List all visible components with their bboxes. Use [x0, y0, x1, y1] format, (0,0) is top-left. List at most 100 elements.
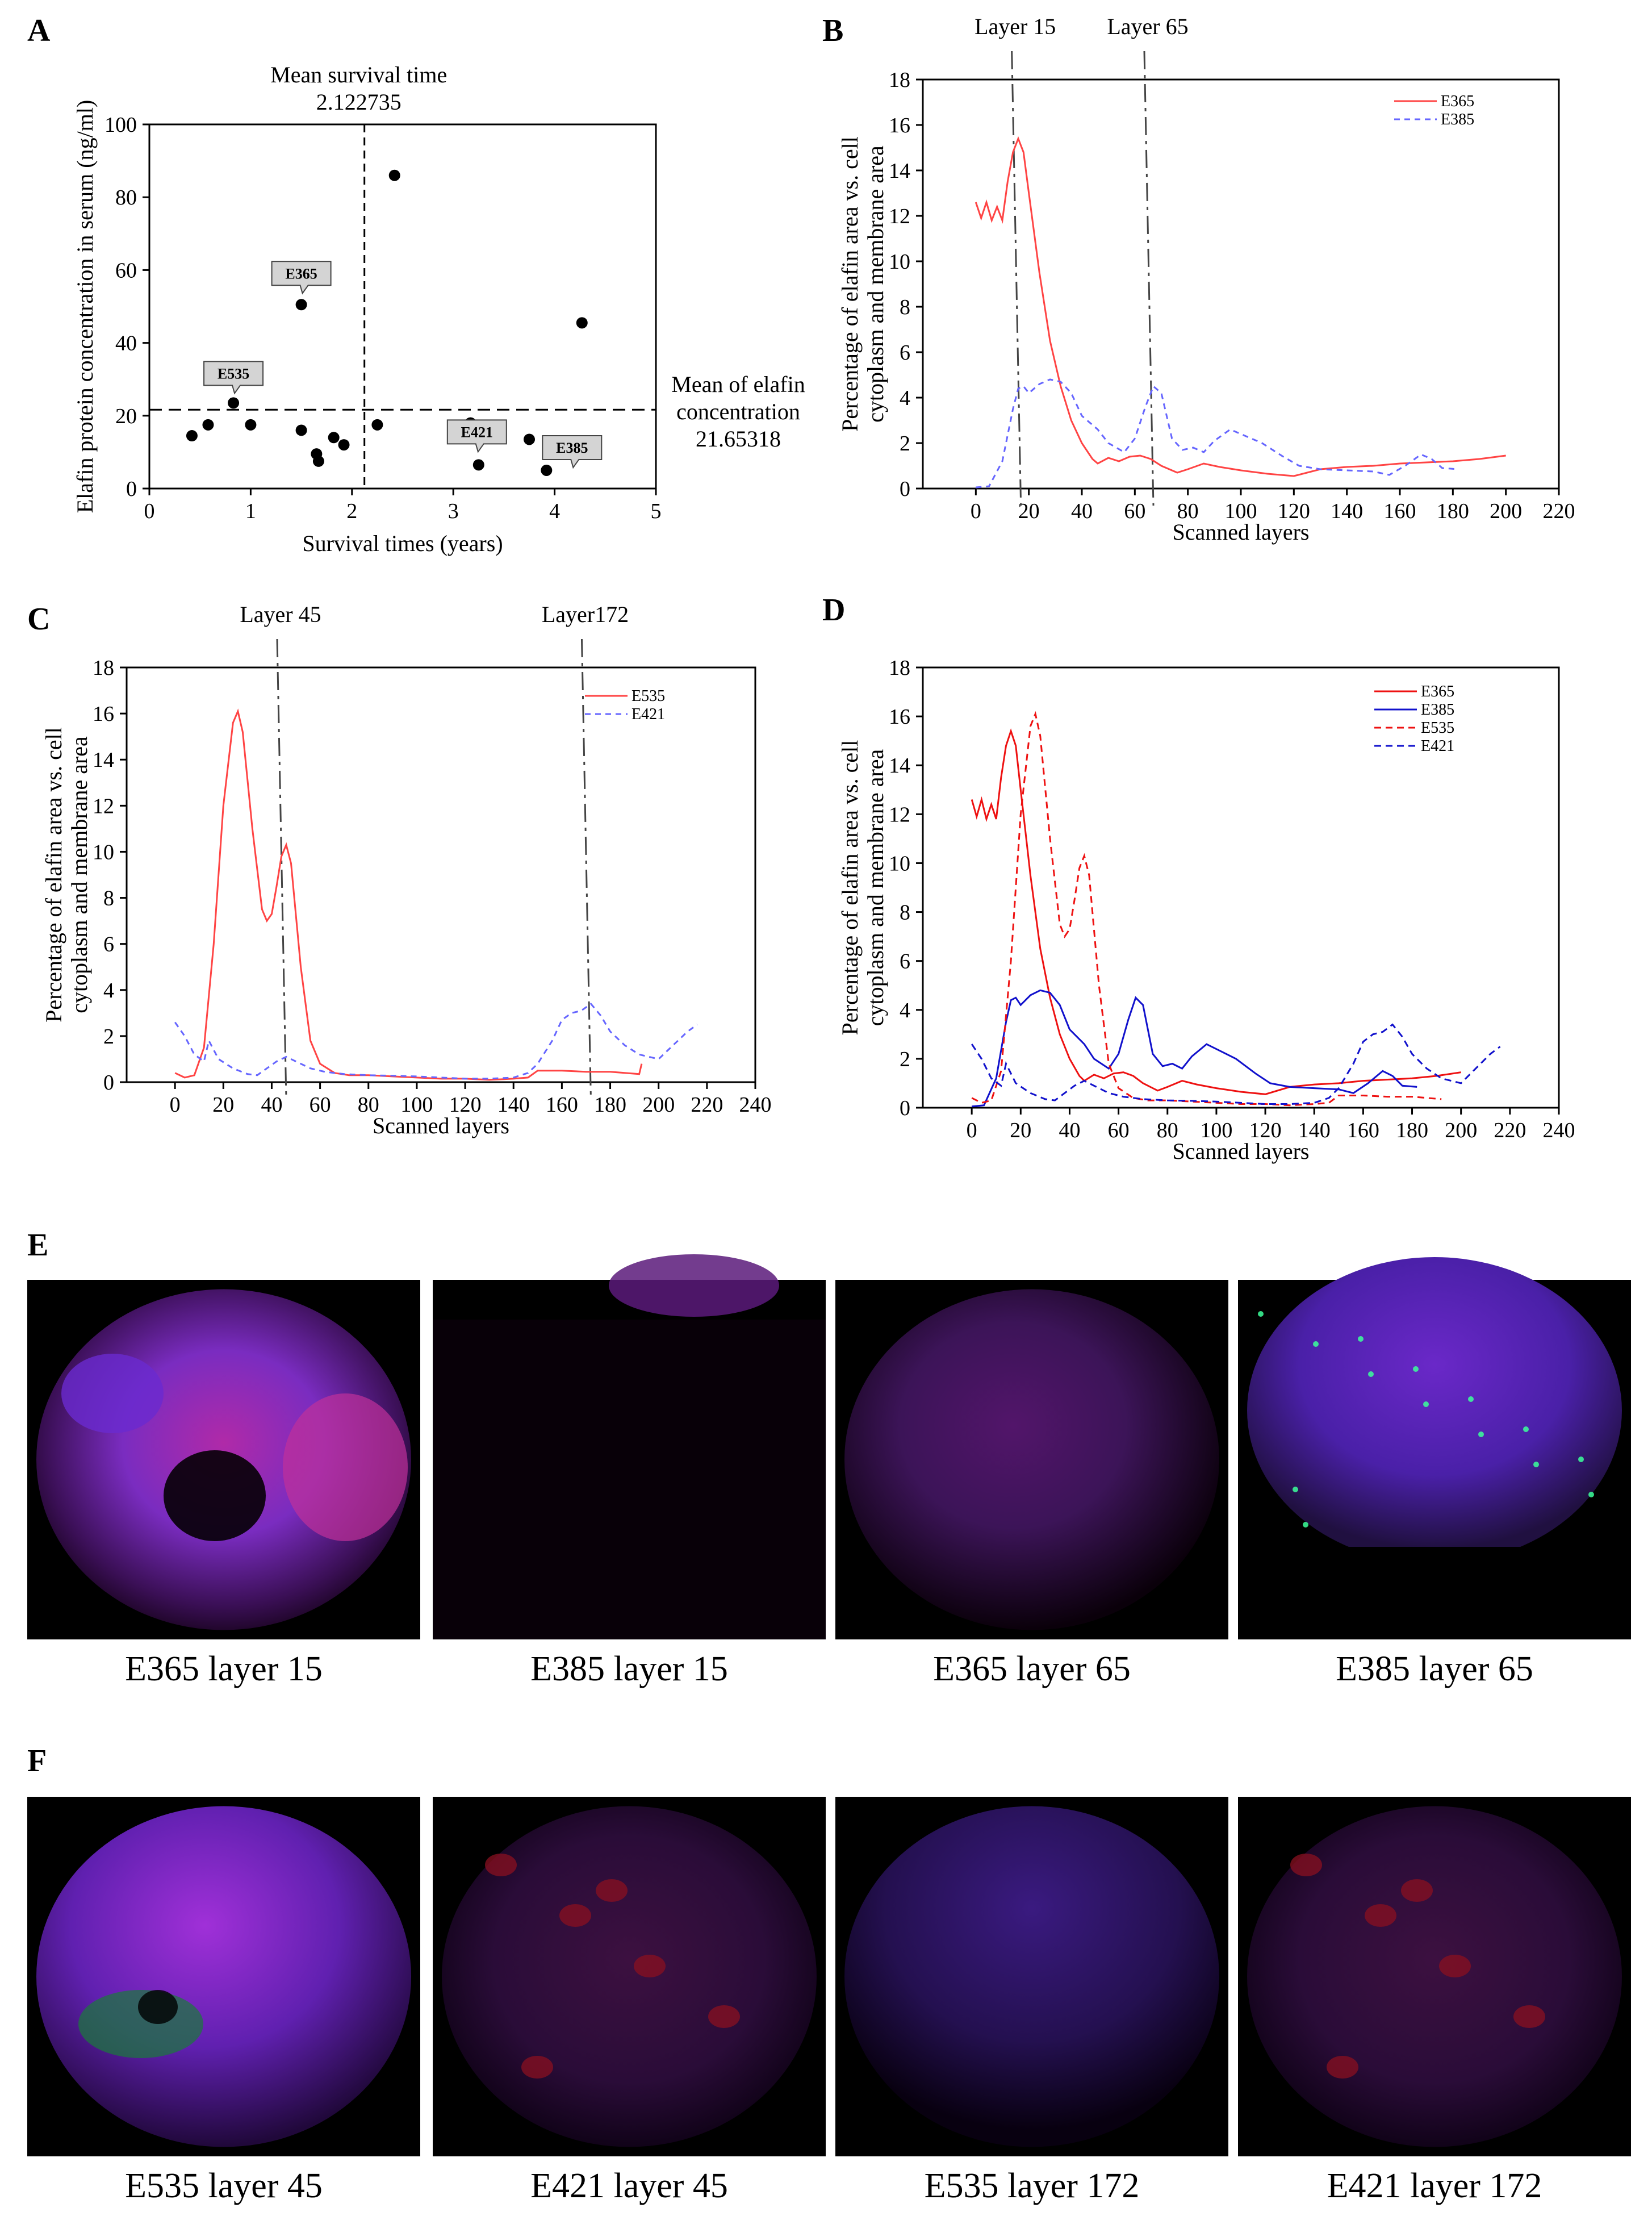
- legend-label: E365: [1421, 683, 1454, 700]
- y-tick-label: 6: [900, 341, 910, 365]
- y-tick-label: 2: [900, 1048, 910, 1071]
- micrograph-caption: E365 layer 15: [125, 1650, 323, 1688]
- x-tick-label: 200: [1445, 1119, 1477, 1142]
- y-tick-label: 14: [889, 754, 910, 778]
- tissue-lobe: [61, 1354, 164, 1433]
- series-line-e421: [971, 1023, 1501, 1105]
- green-signal-spot: [1358, 1336, 1364, 1342]
- x-tick-label: 100: [400, 1093, 433, 1117]
- y-tick-label: 18: [889, 656, 910, 680]
- scatter-point: [576, 317, 588, 329]
- panel-letter-e: E: [27, 1228, 48, 1263]
- y-tick-label: 12: [93, 794, 114, 818]
- reference-layer-line: [1011, 51, 1022, 506]
- reference-layer-label: Layer 15: [975, 14, 1056, 39]
- y-tick-label: 4: [900, 386, 910, 410]
- green-signal-spot: [1258, 1311, 1264, 1317]
- chart-c-layer-profile: 0 20 40 60 80 100 120 140 160 180 200 220 240 0 2 4 6 8 10…: [41, 602, 772, 1138]
- micrograph-caption: E535 layer 172: [925, 2167, 1140, 2205]
- green-signal-spot: [1533, 1462, 1539, 1467]
- red-signal-blob: [485, 1854, 517, 1876]
- reference-layer-label: Layer 45: [240, 602, 321, 627]
- reference-layer-label: Layer 65: [1107, 14, 1188, 39]
- micrograph-caption: E365 layer 65: [933, 1650, 1131, 1688]
- panel-letter-b: B: [822, 13, 843, 48]
- series-line-e385: [972, 989, 1417, 1108]
- tissue-core: [844, 1806, 1219, 2147]
- green-signal-spot: [1313, 1341, 1319, 1347]
- y-tick-label: 14: [889, 159, 910, 183]
- micrograph-caption: E385 layer 65: [1336, 1650, 1533, 1688]
- y-tick-label: 14: [93, 748, 114, 772]
- panel-letter-a: A: [27, 13, 51, 48]
- y-tick-label: 0: [900, 477, 910, 501]
- green-signal-spot: [1303, 1522, 1308, 1528]
- green-signal-spot: [1368, 1371, 1374, 1377]
- x-tick-label: 0: [170, 1093, 181, 1117]
- x-axis-label: Scanned layers: [1172, 519, 1309, 545]
- scatter-point: [541, 464, 553, 476]
- y-tick-label: 6: [103, 933, 114, 957]
- y-tick-label: 0: [126, 477, 137, 501]
- x-tick-label: 2: [346, 499, 357, 523]
- x-tick-label: 5: [651, 499, 662, 523]
- red-signal-blob: [634, 1955, 666, 1977]
- series-line-e421: [174, 1003, 698, 1080]
- y-axis-label-line1: Percentage of elafin area vs. cell: [837, 740, 863, 1036]
- green-signal-spot: [1478, 1432, 1484, 1437]
- y-tick-label: 2: [103, 1025, 114, 1049]
- callout-box: [446, 419, 507, 453]
- green-signal-spot: [1468, 1396, 1474, 1402]
- x-tick-label: 100: [1225, 499, 1257, 523]
- tissue-fragment: [609, 1254, 779, 1317]
- plot-frame: [148, 123, 657, 490]
- y-tick-label: 0: [900, 1096, 910, 1120]
- y-tick-label: 0: [103, 1071, 114, 1095]
- y-tick-label: 6: [900, 950, 910, 974]
- x-tick-label: 80: [1177, 499, 1199, 523]
- tissue-gap: [138, 1990, 178, 2024]
- x-tick-label: 40: [261, 1093, 282, 1117]
- y-tick-label: 18: [889, 68, 910, 92]
- scatter-point: [524, 433, 535, 445]
- y-tick-label: 8: [900, 901, 910, 925]
- red-signal-blob: [1290, 1854, 1322, 1876]
- scatter-point: [186, 430, 198, 442]
- x-tick-label: 80: [358, 1093, 379, 1117]
- series-line-e535: [174, 708, 643, 1081]
- panel-letter-d: D: [822, 592, 845, 628]
- tissue-core: [36, 1806, 411, 2147]
- scatter-point: [371, 419, 383, 431]
- chart-b-layer-profile: 0 20 40 60 80 100 120 140 160 180 200 220 0 2 4 6 8 10 12 1…: [837, 14, 1575, 545]
- y-tick-label: 12: [889, 205, 910, 228]
- micrograph-caption: E535 layer 45: [125, 2167, 323, 2205]
- y-axis-label-line1: Percentage of elafin area vs. cell: [41, 727, 66, 1023]
- x-tick-label: 160: [1347, 1119, 1379, 1142]
- y-tick-label: 4: [900, 999, 910, 1023]
- reference-layer-line: [580, 638, 592, 1100]
- y-tick-label: 2: [900, 432, 910, 456]
- scatter-point: [312, 455, 324, 467]
- tissue-core: [1247, 1257, 1622, 1564]
- callout-label: E535: [218, 365, 249, 382]
- legend-label: E365: [1441, 93, 1474, 110]
- legend-label: E535: [631, 687, 665, 705]
- series-line-e365: [975, 136, 1506, 477]
- reference-layer-line: [1143, 51, 1155, 506]
- x-tick-label: 200: [1490, 499, 1522, 523]
- y-tick-label: 80: [115, 186, 137, 210]
- plot-frame: [922, 666, 1560, 1109]
- chart-d-combined-profile: 0 20 40 60 80 100 120 140 160 180 200 220 240 0 2 4 6 8 10…: [837, 656, 1575, 1164]
- legend-label: E421: [1421, 737, 1454, 755]
- y-tick-label: 40: [115, 332, 137, 356]
- y-axis-label: Elafin protein concentration in serum (n…: [72, 100, 98, 514]
- scatter-point: [228, 397, 240, 409]
- plot-frame: [126, 666, 756, 1083]
- y-tick-label: 10: [93, 840, 114, 864]
- green-signal-spot: [1588, 1492, 1594, 1497]
- x-tick-label: 0: [967, 1119, 977, 1142]
- micrograph-caption: E421 layer 172: [1327, 2167, 1542, 2205]
- x-tick-label: 0: [144, 499, 155, 523]
- x-tick-label: 120: [449, 1093, 482, 1117]
- y-tick-label: 16: [889, 705, 910, 729]
